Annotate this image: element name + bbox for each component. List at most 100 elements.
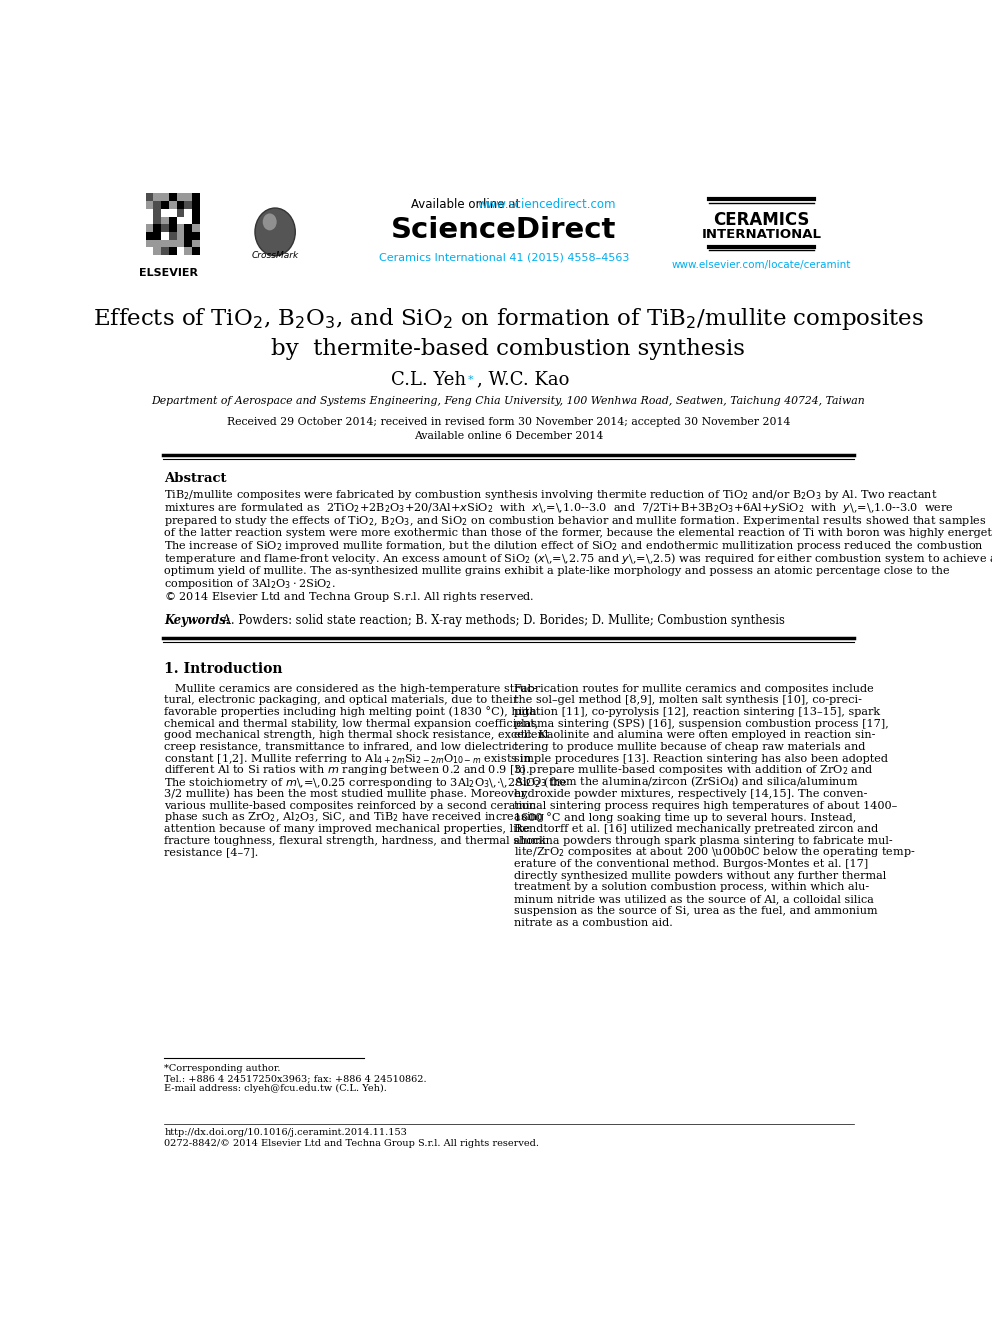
Text: Received 29 October 2014; received in revised form 30 November 2014; accepted 30: Received 29 October 2014; received in re… [227, 417, 790, 427]
Text: resistance [4–7].: resistance [4–7]. [165, 847, 259, 857]
Bar [185, 224, 192, 232]
Bar [169, 232, 177, 239]
Bar [169, 224, 177, 232]
Bar [169, 201, 177, 209]
Bar [185, 232, 192, 239]
Bar [185, 239, 192, 247]
Bar [177, 217, 185, 224]
Bar [169, 217, 177, 224]
Bar [192, 201, 200, 209]
Bar [146, 232, 154, 239]
Text: pitation [11], co-pyrolysis [12], reaction sintering [13–15], spark: pitation [11], co-pyrolysis [12], reacti… [514, 706, 880, 717]
Bar [154, 247, 161, 255]
Text: constant [1,2]. Mullite referring to Al$_{4+2m}$Si$_{2-2m}$O$_{10-m}$ exists in: constant [1,2]. Mullite referring to Al$… [165, 751, 533, 766]
Text: tering to produce mullite because of cheap raw materials and: tering to produce mullite because of che… [514, 742, 865, 751]
Text: lite/ZrO$_2$ composites at about 200 \u00b0C below the operating temp-: lite/ZrO$_2$ composites at about 200 \u0… [514, 845, 916, 860]
Text: to prepare mullite-based composites with addition of ZrO$_2$ and: to prepare mullite-based composites with… [514, 763, 874, 778]
Text: 1. Introduction: 1. Introduction [165, 663, 283, 676]
Text: by  thermite-based combustion synthesis: by thermite-based combustion synthesis [272, 337, 745, 360]
Text: creep resistance, transmittance to infrared, and low dielectric: creep resistance, transmittance to infra… [165, 742, 518, 751]
Bar [161, 201, 169, 209]
Bar [192, 224, 200, 232]
Text: 1600 °C and long soaking time up to several hours. Instead,: 1600 °C and long soaking time up to seve… [514, 812, 856, 823]
Bar [185, 201, 192, 209]
Text: prepared to study the effects of TiO$_2$, B$_2$O$_3$, and SiO$_2$ on combustion : prepared to study the effects of TiO$_2$… [165, 513, 987, 528]
Bar [146, 217, 154, 224]
Text: INTERNATIONAL: INTERNATIONAL [701, 228, 821, 241]
Bar [192, 232, 200, 239]
Text: Mullite ceramics are considered as the high-temperature struc-: Mullite ceramics are considered as the h… [165, 684, 538, 693]
Bar [146, 247, 154, 255]
Text: ELSEVIER: ELSEVIER [140, 267, 198, 278]
Text: *: * [467, 376, 473, 385]
Text: etc. Kaolinite and alumina were often employed in reaction sin-: etc. Kaolinite and alumina were often em… [514, 730, 875, 741]
Text: www.elsevier.com/locate/ceramint: www.elsevier.com/locate/ceramint [672, 261, 851, 270]
Bar [146, 193, 154, 201]
Bar [146, 209, 154, 217]
Bar [154, 209, 161, 217]
Text: mixtures are formulated as  2TiO$_2$+2B$_2$O$_3$+20/3Al+$x$SiO$_2$  with  $x$\,=: mixtures are formulated as 2TiO$_2$+2B$_… [165, 501, 954, 515]
Text: alumina powders through spark plasma sintering to fabricate mul-: alumina powders through spark plasma sin… [514, 836, 893, 845]
Bar [169, 239, 177, 247]
Text: various mullite-based composites reinforced by a second ceramic: various mullite-based composites reinfor… [165, 800, 536, 811]
Text: , W.C. Kao: , W.C. Kao [476, 370, 569, 389]
Text: the sol–gel method [8,9], molten salt synthesis [10], co-preci-: the sol–gel method [8,9], molten salt sy… [514, 695, 862, 705]
Bar [161, 217, 169, 224]
Bar [146, 201, 154, 209]
Bar [169, 209, 177, 217]
Bar [177, 201, 185, 209]
Text: suspension as the source of Si, urea as the fuel, and ammonium: suspension as the source of Si, urea as … [514, 906, 878, 916]
Text: attention because of many improved mechanical properties, like: attention because of many improved mecha… [165, 824, 531, 833]
Ellipse shape [263, 213, 277, 230]
Bar [185, 209, 192, 217]
Bar [192, 193, 200, 201]
Text: Ceramics International 41 (2015) 4558–4563: Ceramics International 41 (2015) 4558–45… [379, 253, 629, 262]
Text: good mechanical strength, high thermal shock resistance, excellent: good mechanical strength, high thermal s… [165, 730, 550, 741]
Text: optimum yield of mullite. The as-synthesized mullite grains exhibit a plate-like: optimum yield of mullite. The as-synthes… [165, 566, 950, 577]
Bar [161, 247, 169, 255]
Text: favorable properties including high melting point (1830 °C), high: favorable properties including high melt… [165, 706, 537, 717]
Bar [185, 217, 192, 224]
Text: E-mail address: clyeh@fcu.edu.tw (C.L. Yeh).: E-mail address: clyeh@fcu.edu.tw (C.L. Y… [165, 1085, 387, 1094]
Text: Available online 6 December 2014: Available online 6 December 2014 [414, 431, 603, 441]
Bar [192, 239, 200, 247]
Text: Available online at: Available online at [411, 198, 528, 212]
Text: Tel.: +886 4 24517250x3963; fax: +886 4 24510862.: Tel.: +886 4 24517250x3963; fax: +886 4 … [165, 1074, 427, 1084]
Text: TiB$_2$/mullite composites were fabricated by combustion synthesis involving the: TiB$_2$/mullite composites were fabricat… [165, 488, 937, 503]
Text: composition of 3Al$_2$O$_3\cdot$2SiO$_2$.: composition of 3Al$_2$O$_3\cdot$2SiO$_2$… [165, 577, 336, 591]
Text: 3/2 mullite) has been the most studied mullite phase. Moreover,: 3/2 mullite) has been the most studied m… [165, 789, 529, 799]
Bar [146, 224, 154, 232]
Bar [161, 239, 169, 247]
Text: tural, electronic packaging, and optical materials, due to their: tural, electronic packaging, and optical… [165, 695, 519, 705]
Text: phase such as ZrO$_2$, Al$_2$O$_3$, SiC, and TiB$_2$ have received increasing: phase such as ZrO$_2$, Al$_2$O$_3$, SiC,… [165, 810, 546, 824]
Bar [161, 193, 169, 201]
Bar [169, 247, 177, 255]
Text: CrossMark: CrossMark [252, 250, 299, 259]
Text: chemical and thermal stability, low thermal expansion coefficient,: chemical and thermal stability, low ther… [165, 718, 539, 729]
Text: CERAMICS: CERAMICS [713, 212, 809, 229]
Bar [154, 193, 161, 201]
Text: ScienceDirect: ScienceDirect [391, 216, 616, 243]
Text: different Al to Si ratios with $m$ ranging between 0.2 and 0.9 [3].: different Al to Si ratios with $m$ rangi… [165, 763, 530, 778]
Text: directly synthesized mullite powders without any further thermal: directly synthesized mullite powders wit… [514, 871, 886, 881]
Bar [177, 224, 185, 232]
Bar [177, 232, 185, 239]
Bar [177, 209, 185, 217]
Text: erature of the conventional method. Burgos-Montes et al. [17]: erature of the conventional method. Burg… [514, 859, 868, 869]
Text: $\copyright$ 2014 Elsevier Ltd and Techna Group S.r.l. All rights reserved.: $\copyright$ 2014 Elsevier Ltd and Techn… [165, 590, 535, 603]
Text: hydroxide powder mixtures, respectively [14,15]. The conven-: hydroxide powder mixtures, respectively … [514, 789, 867, 799]
Text: of the latter reaction system were more exothermic than those of the former, bec: of the latter reaction system were more … [165, 528, 992, 538]
Text: Al$_2$O$_3$ from the alumina/zircon (ZrSiO$_4$) and silica/aluminum: Al$_2$O$_3$ from the alumina/zircon (ZrS… [514, 775, 858, 790]
Bar [192, 209, 200, 217]
Bar [169, 193, 177, 201]
Text: The stoichiometry of $m$\,=\,0.25 corresponding to 3Al$_2$O$_3$\,$\cdot$\,2SiO$_: The stoichiometry of $m$\,=\,0.25 corres… [165, 775, 568, 790]
Bar [177, 193, 185, 201]
Text: Fabrication routes for mullite ceramics and composites include: Fabrication routes for mullite ceramics … [514, 684, 874, 693]
Text: temperature and flame-front velocity. An excess amount of SiO$_2$ ($x$\,=\,2.75 : temperature and flame-front velocity. An… [165, 552, 992, 566]
Text: Rendtorff et al. [16] utilized mechanically pretreated zircon and: Rendtorff et al. [16] utilized mechanica… [514, 824, 878, 833]
Text: fracture toughness, flexural strength, hardness, and thermal shock: fracture toughness, flexural strength, h… [165, 836, 547, 845]
Bar [161, 224, 169, 232]
Text: C.L. Yeh: C.L. Yeh [392, 370, 466, 389]
Bar [185, 193, 192, 201]
Text: minum nitride was utilized as the source of Al, a colloidal silica: minum nitride was utilized as the source… [514, 894, 874, 904]
